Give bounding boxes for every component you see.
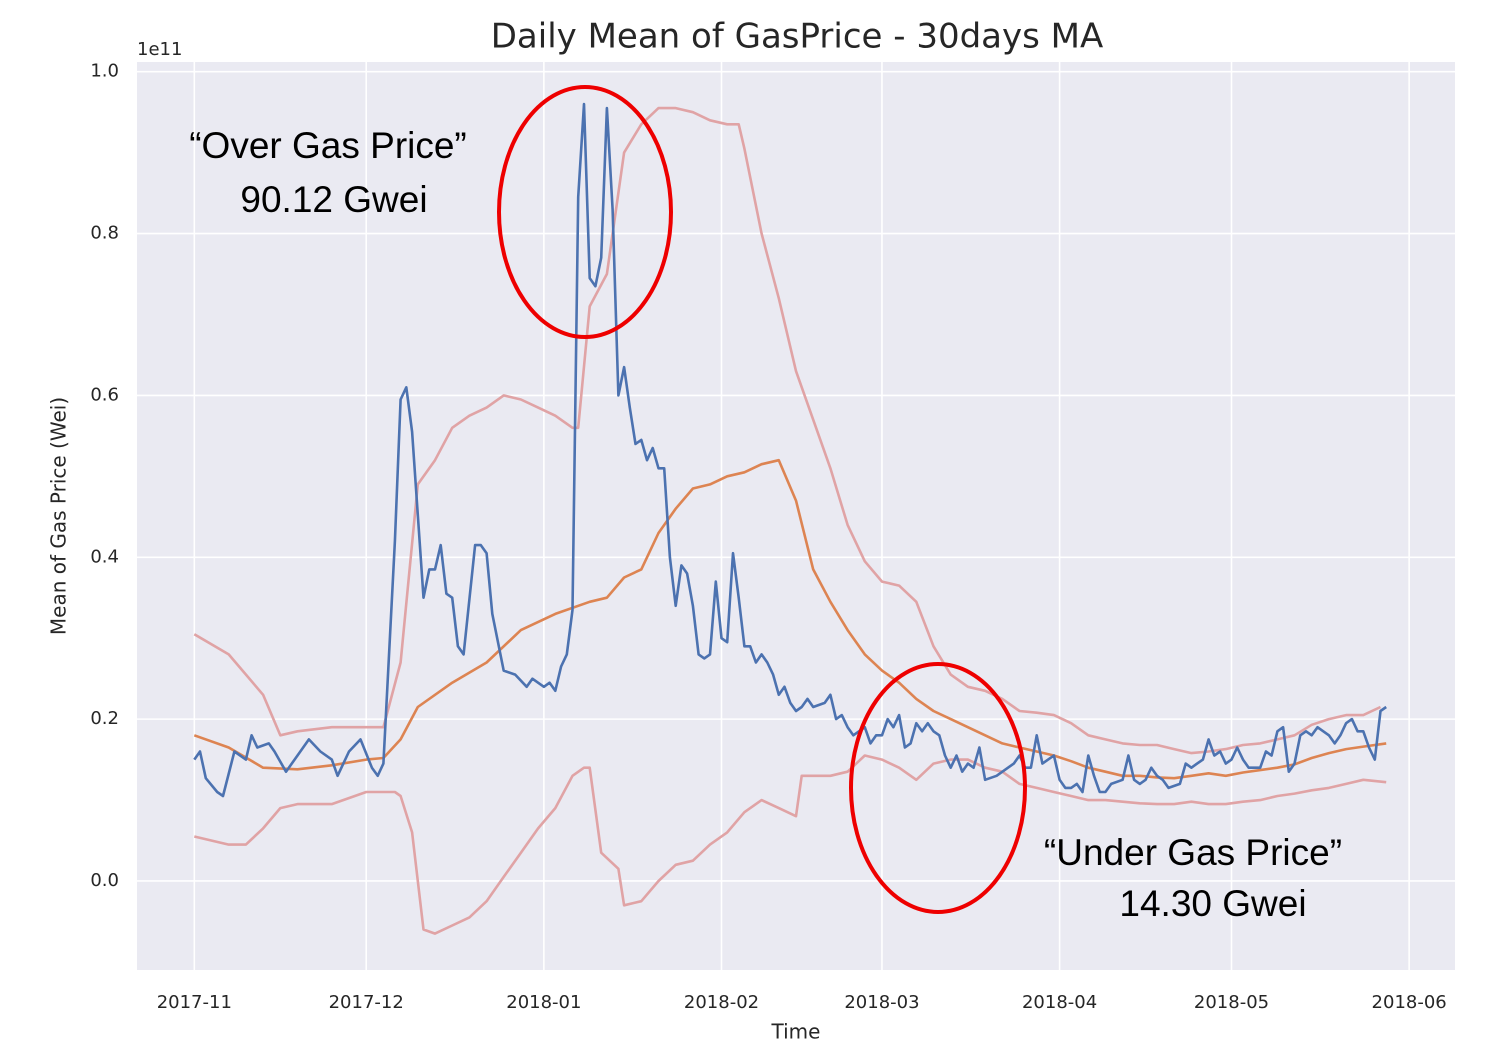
x-tick-label: 2017-12 <box>329 992 404 1013</box>
y-tick-label: 1.0 <box>90 61 119 82</box>
x-tick-label: 2018-01 <box>506 992 581 1013</box>
x-tick-label: 2018-02 <box>684 992 759 1013</box>
series-line <box>193 458 1387 780</box>
highlight-ellipse <box>497 85 673 339</box>
annotation: 14.30 Gwei <box>1119 883 1306 924</box>
y-tick-label: 0.4 <box>90 546 119 567</box>
x-tick-label: 2018-04 <box>1022 992 1097 1013</box>
annotation: 90.12 Gwei <box>240 179 427 220</box>
x-axis-label: Time <box>771 1020 821 1044</box>
plot-area <box>137 62 1455 970</box>
y-tick-label: 0.8 <box>90 223 119 244</box>
x-tick-label: 2018-05 <box>1194 992 1269 1013</box>
series-line <box>193 106 1382 755</box>
series-line <box>194 754 1387 935</box>
y-tick-label: 0.6 <box>90 384 119 405</box>
y-tick-label: 0.0 <box>90 870 119 891</box>
chart-title: Daily Mean of GasPrice - 30days MA <box>491 17 1104 57</box>
x-tick-label: 2018-06 <box>1372 992 1447 1013</box>
annotation: “Under Gas Price” <box>1044 832 1342 873</box>
x-tick-label: 2018-03 <box>844 992 919 1013</box>
annotation: “Over Gas Price” <box>189 125 467 166</box>
y-offset-label: 1e11 <box>137 39 182 60</box>
x-tick-label: 2017-11 <box>157 992 232 1013</box>
y-axis-label: Mean of Gas Price (Wei) <box>47 397 71 635</box>
highlight-ellipse <box>849 662 1027 914</box>
series-line <box>193 102 1387 798</box>
y-tick-label: 0.2 <box>90 708 119 729</box>
